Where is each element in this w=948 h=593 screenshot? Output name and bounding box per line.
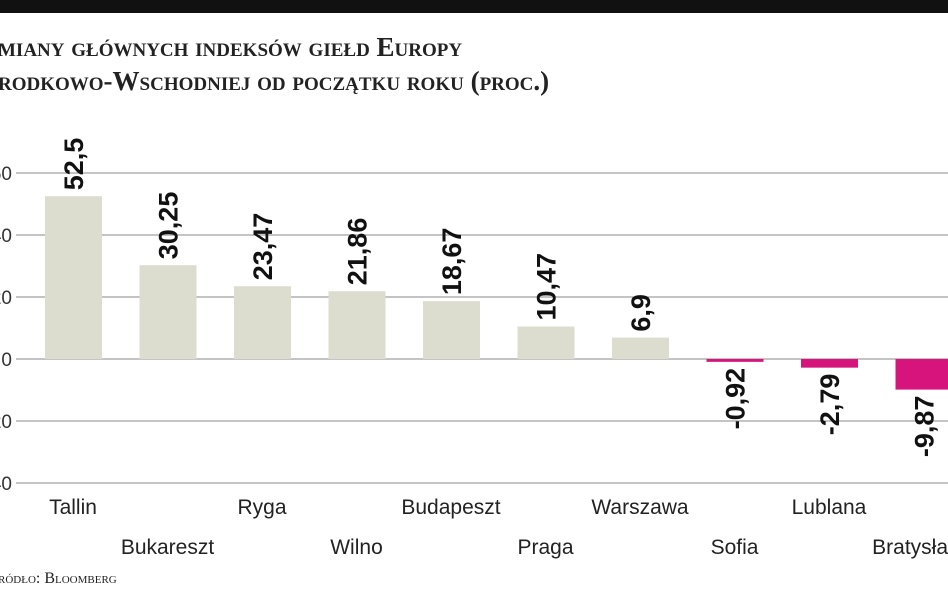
value-label: 21,86 [343,218,373,286]
x-tick-label: Ryga [237,496,286,519]
x-tick-label: Wilno [330,536,383,559]
x-tick-label: Lublana [792,496,867,519]
value-label: -0,92 [721,368,751,430]
x-tick-label: Tallin [49,496,97,519]
value-label: 10,47 [532,253,562,321]
bar [706,359,764,362]
value-label: -2,79 [815,374,845,436]
top-band [0,0,948,13]
bar [328,291,386,359]
bar [612,337,669,359]
value-label: 52,5 [59,138,89,191]
value-label: 23,47 [248,213,278,281]
y-tick-label: 60 [0,164,12,185]
y-tick-label: 20 [0,288,12,309]
bar [45,196,102,359]
bar [895,359,948,390]
value-label: 6,9 [626,294,656,332]
value-label: 30,25 [154,192,184,260]
value-label: 18,67 [437,228,467,296]
x-tick-label: Budapeszt [401,496,500,519]
x-tick-label: Bukareszt [121,536,215,559]
bar [139,265,197,359]
y-tick-label: 0 [1,350,12,371]
x-tick-label: Bratysława [872,536,948,559]
bar [801,359,858,368]
x-tick-label: Sofia [711,536,759,559]
value-label: -9,87 [910,396,940,458]
x-tick-label: Praga [517,536,573,559]
chart-title: rodkowo-Wschodniej od początku roku (pro… [0,66,549,96]
bar [517,326,575,359]
x-tick-label: Warszawa [591,496,689,519]
y-tick-label: 40 [0,226,12,247]
bar [234,286,291,359]
bar [423,301,480,359]
y-tick-label: -20 [0,412,12,433]
y-tick-label: -40 [0,474,12,495]
source: ródło: Bloomberg [0,570,117,587]
chart-title: miany głównych indeksów giełd Europy [0,32,462,62]
